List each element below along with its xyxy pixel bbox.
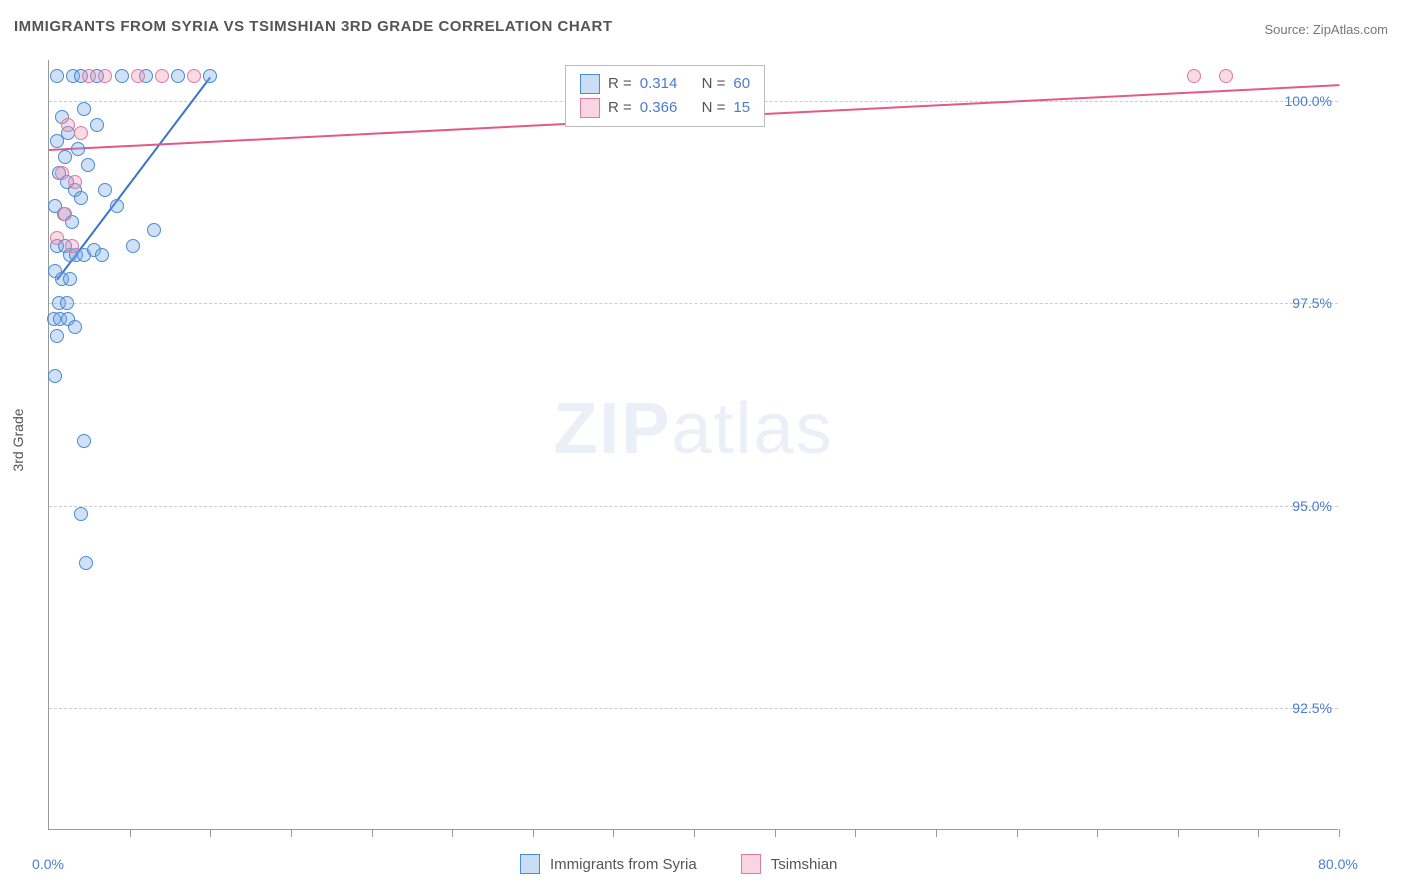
scatter-point — [131, 69, 145, 83]
chart-title: IMMIGRANTS FROM SYRIA VS TSIMSHIAN 3RD G… — [14, 18, 613, 35]
scatter-point — [68, 175, 82, 189]
x-tick — [210, 829, 211, 837]
scatter-point — [77, 434, 91, 448]
scatter-point — [63, 272, 77, 286]
scatter-point — [79, 556, 93, 570]
scatter-point — [1219, 69, 1233, 83]
x-tick — [775, 829, 776, 837]
stats-row-2: R = 0.366 N = 15 — [580, 96, 750, 120]
scatter-point — [98, 183, 112, 197]
scatter-point — [50, 231, 64, 245]
scatter-point — [155, 69, 169, 83]
scatter-point — [126, 239, 140, 253]
bottom-swatch-1 — [520, 854, 540, 874]
x-tick — [613, 829, 614, 837]
x-tick — [1097, 829, 1098, 837]
x-tick — [533, 829, 534, 837]
gridline — [49, 708, 1338, 709]
r-value-1: 0.314 — [640, 72, 678, 96]
x-tick — [452, 829, 453, 837]
x-tick — [372, 829, 373, 837]
x-tick — [936, 829, 937, 837]
scatter-point — [95, 248, 109, 262]
y-tick-label: 100.0% — [1285, 93, 1332, 109]
swatch-series1 — [580, 74, 600, 94]
y-tick-label: 95.0% — [1292, 498, 1332, 514]
x-tick — [1258, 829, 1259, 837]
scatter-point — [60, 296, 74, 310]
scatter-point — [74, 126, 88, 140]
scatter-point — [82, 69, 96, 83]
bottom-swatch-2 — [741, 854, 761, 874]
n-value-2: 15 — [733, 96, 750, 120]
scatter-point — [90, 118, 104, 132]
gridline — [49, 506, 1338, 507]
scatter-point — [81, 158, 95, 172]
scatter-point — [58, 207, 72, 221]
r-label-2: R = — [608, 96, 632, 120]
y-axis-label: 3rd Grade — [10, 408, 26, 471]
scatter-point — [48, 369, 62, 383]
scatter-point — [110, 199, 124, 213]
x-tick — [855, 829, 856, 837]
scatter-point — [71, 142, 85, 156]
x-tick — [130, 829, 131, 837]
x-tick — [1339, 829, 1340, 837]
y-tick-label: 92.5% — [1292, 700, 1332, 716]
bottom-label-1: Immigrants from Syria — [550, 856, 697, 873]
x-tick — [1178, 829, 1179, 837]
scatter-point — [68, 320, 82, 334]
scatter-point — [74, 507, 88, 521]
watermark-atlas: atlas — [671, 389, 833, 469]
r-value-2: 0.366 — [640, 96, 678, 120]
scatter-point — [1187, 69, 1201, 83]
scatter-point — [61, 118, 75, 132]
scatter-point — [50, 134, 64, 148]
scatter-point — [98, 69, 112, 83]
n-label-2: N = — [702, 96, 726, 120]
scatter-point — [203, 69, 217, 83]
bottom-legend: Immigrants from Syria Tsimshian — [520, 854, 837, 874]
watermark-zip: ZIP — [553, 389, 671, 469]
source-label: Source: ZipAtlas.com — [1264, 22, 1388, 37]
scatter-point — [187, 69, 201, 83]
x-tick-0: 0.0% — [32, 856, 64, 872]
swatch-series2 — [580, 98, 600, 118]
stats-legend: R = 0.314 N = 60 R = 0.366 N = 15 — [565, 65, 765, 127]
watermark: ZIPatlas — [553, 388, 833, 470]
x-tick — [291, 829, 292, 837]
scatter-point — [77, 102, 91, 116]
scatter-point — [171, 69, 185, 83]
scatter-point — [74, 191, 88, 205]
scatter-point — [115, 69, 129, 83]
scatter-point — [147, 223, 161, 237]
n-label-1: N = — [702, 72, 726, 96]
gridline — [49, 303, 1338, 304]
scatter-point — [65, 239, 79, 253]
r-label-1: R = — [608, 72, 632, 96]
n-value-1: 60 — [733, 72, 750, 96]
x-tick — [694, 829, 695, 837]
x-tick-80: 80.0% — [1318, 856, 1358, 872]
scatter-point — [50, 69, 64, 83]
stats-row-1: R = 0.314 N = 60 — [580, 72, 750, 96]
scatter-point — [55, 166, 69, 180]
x-tick — [1017, 829, 1018, 837]
scatter-point — [58, 150, 72, 164]
scatter-point — [50, 329, 64, 343]
scatter-plot-area: ZIPatlas 100.0% 97.5% 95.0% 92.5% — [48, 60, 1338, 830]
bottom-label-2: Tsimshian — [771, 856, 838, 873]
y-tick-label: 97.5% — [1292, 295, 1332, 311]
